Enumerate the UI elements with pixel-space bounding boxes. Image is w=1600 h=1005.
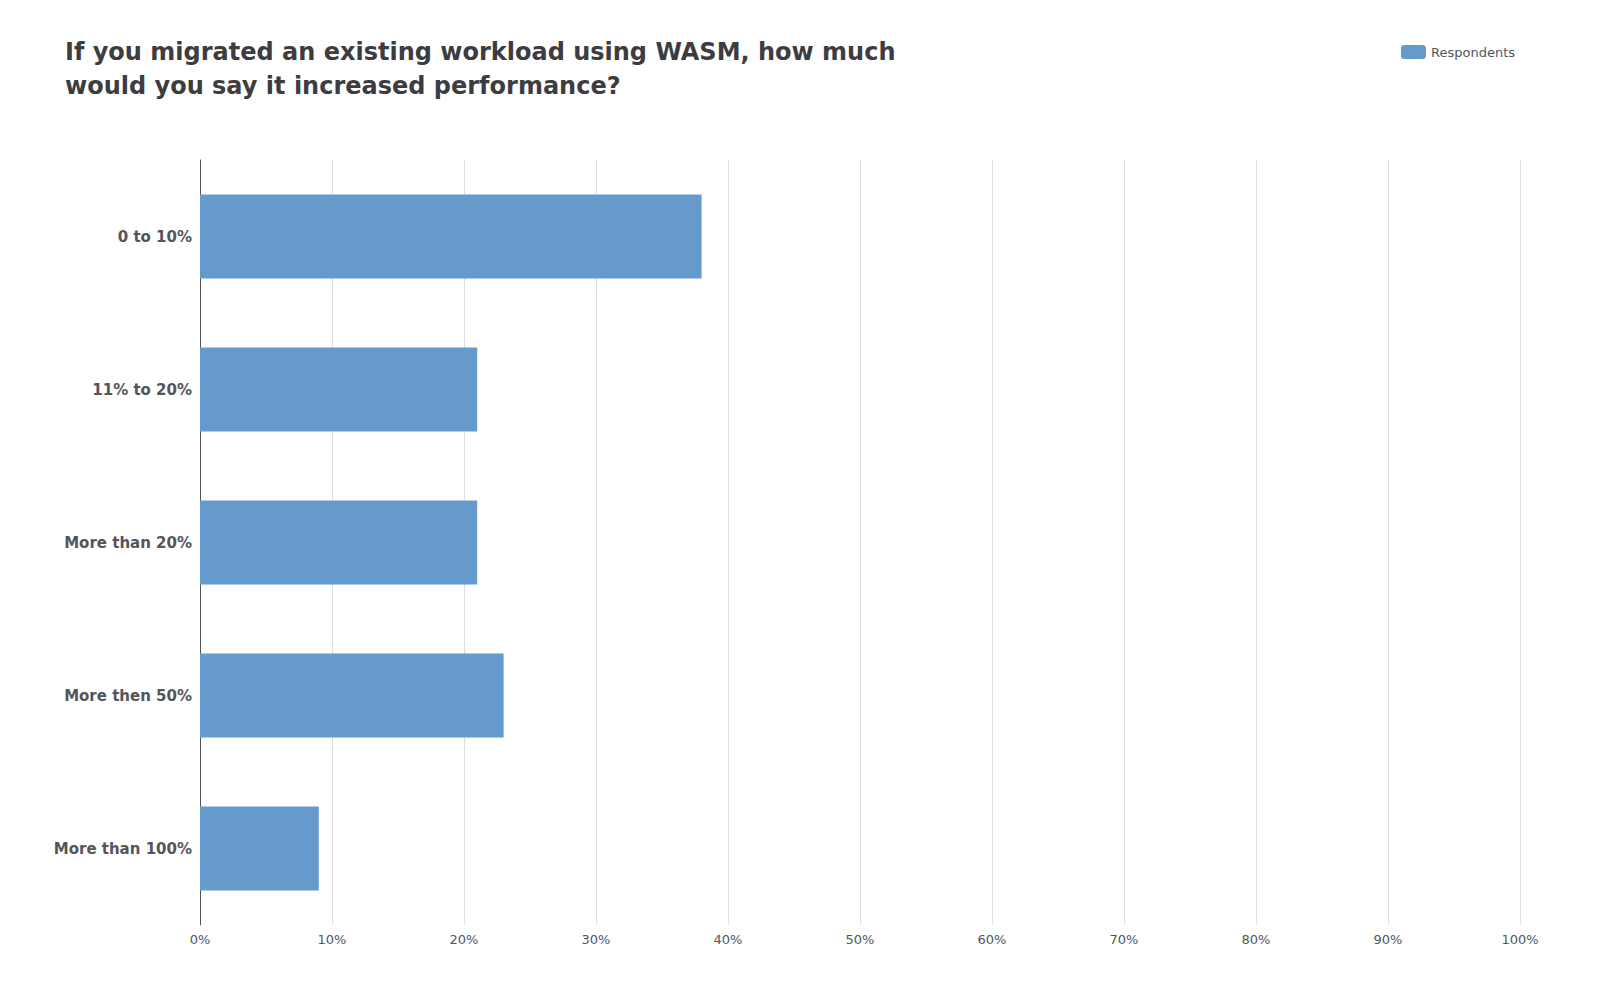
svg-text:If you migrated an existing wo: If you migrated an existing workload usi… [65, 38, 896, 66]
svg-text:11% to 20%: 11% to 20% [92, 381, 192, 399]
svg-text:More than 20%: More than 20% [64, 534, 192, 552]
svg-text:0%: 0% [190, 932, 211, 947]
svg-text:100%: 100% [1501, 932, 1538, 947]
svg-text:50%: 50% [846, 932, 875, 947]
svg-text:0 to 10%: 0 to 10% [118, 228, 192, 246]
svg-text:More than 100%: More than 100% [54, 840, 192, 858]
svg-text:90%: 90% [1374, 932, 1403, 947]
svg-text:40%: 40% [714, 932, 743, 947]
svg-text:Respondents: Respondents [1431, 45, 1515, 60]
svg-text:70%: 70% [1110, 932, 1139, 947]
svg-text:20%: 20% [450, 932, 479, 947]
svg-text:60%: 60% [978, 932, 1007, 947]
svg-text:More then 50%: More then 50% [64, 687, 192, 705]
svg-text:10%: 10% [318, 932, 347, 947]
svg-text:30%: 30% [582, 932, 611, 947]
svg-text:80%: 80% [1242, 932, 1271, 947]
svg-text:would you say it increased per: would you say it increased performance? [65, 72, 621, 100]
